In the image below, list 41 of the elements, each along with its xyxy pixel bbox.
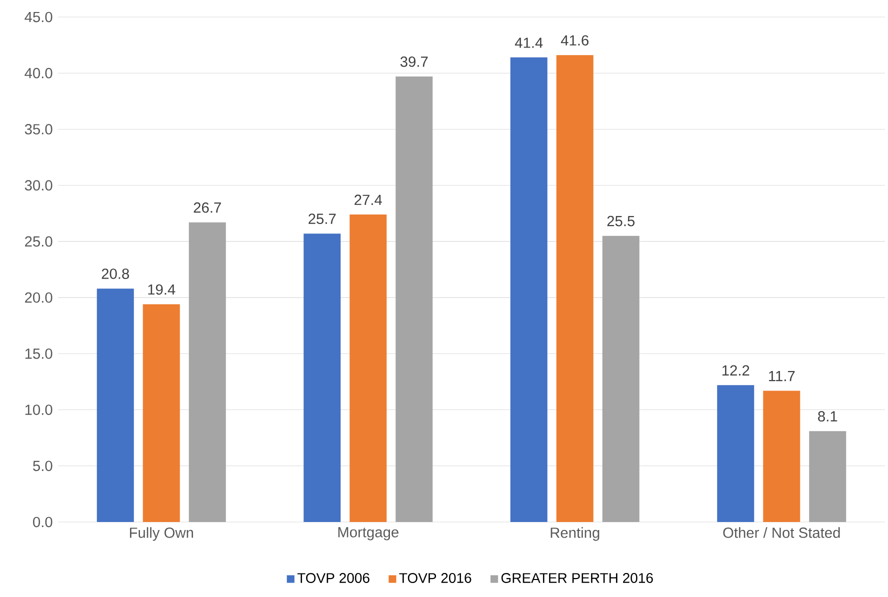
data-label: 25.5: [607, 216, 635, 226]
bar: [717, 385, 754, 522]
data-label: 20.8: [102, 268, 129, 279]
x-tick-label: Renting: [550, 527, 600, 541]
bar: [142, 304, 180, 522]
data-label: 27.4: [354, 194, 382, 205]
y-tick-label: 40.0: [24, 68, 52, 78]
y-tick-label: 25.0: [25, 236, 52, 247]
bar: [602, 236, 640, 522]
y-tick-label: 35.0: [24, 124, 52, 134]
data-label: 8.1: [818, 411, 838, 422]
y-tick-label: 30.0: [24, 180, 52, 191]
bar: [510, 57, 548, 522]
data-label: 12.2: [722, 365, 750, 376]
y-tick-label: 15.0: [25, 348, 52, 359]
data-label: 41.4: [514, 38, 543, 48]
y-tick-label: 5.0: [33, 460, 52, 472]
legend-label: TOVP 2006: [297, 573, 370, 583]
bar: [809, 431, 846, 522]
bar: [188, 222, 226, 522]
bar: [304, 234, 341, 522]
y-tick-label: 20.0: [25, 292, 52, 303]
data-label: 11.7: [769, 371, 795, 382]
data-label: 39.7: [400, 56, 428, 67]
data-label: 19.4: [148, 284, 176, 295]
legend-label: TOVP 2016: [399, 573, 472, 583]
y-tick-label: 45.0: [24, 12, 52, 22]
bar: [396, 76, 433, 522]
data-label: 41.6: [560, 35, 588, 46]
y-tick-label: 10.0: [25, 404, 52, 415]
bar: [556, 55, 594, 522]
bar: [96, 288, 134, 522]
x-tick-label: Fully Own: [130, 527, 193, 541]
data-label: 26.7: [194, 202, 221, 213]
data-label: 25.7: [308, 214, 336, 224]
x-tick-label: Mortgage: [338, 527, 398, 540]
y-tick-label: 0.0: [33, 516, 52, 528]
x-tick-label: Other / Not Stated: [723, 527, 840, 538]
bar: [763, 390, 800, 522]
bar: [350, 214, 387, 522]
legend-label: GREATER PERTH 2016: [501, 573, 653, 583]
